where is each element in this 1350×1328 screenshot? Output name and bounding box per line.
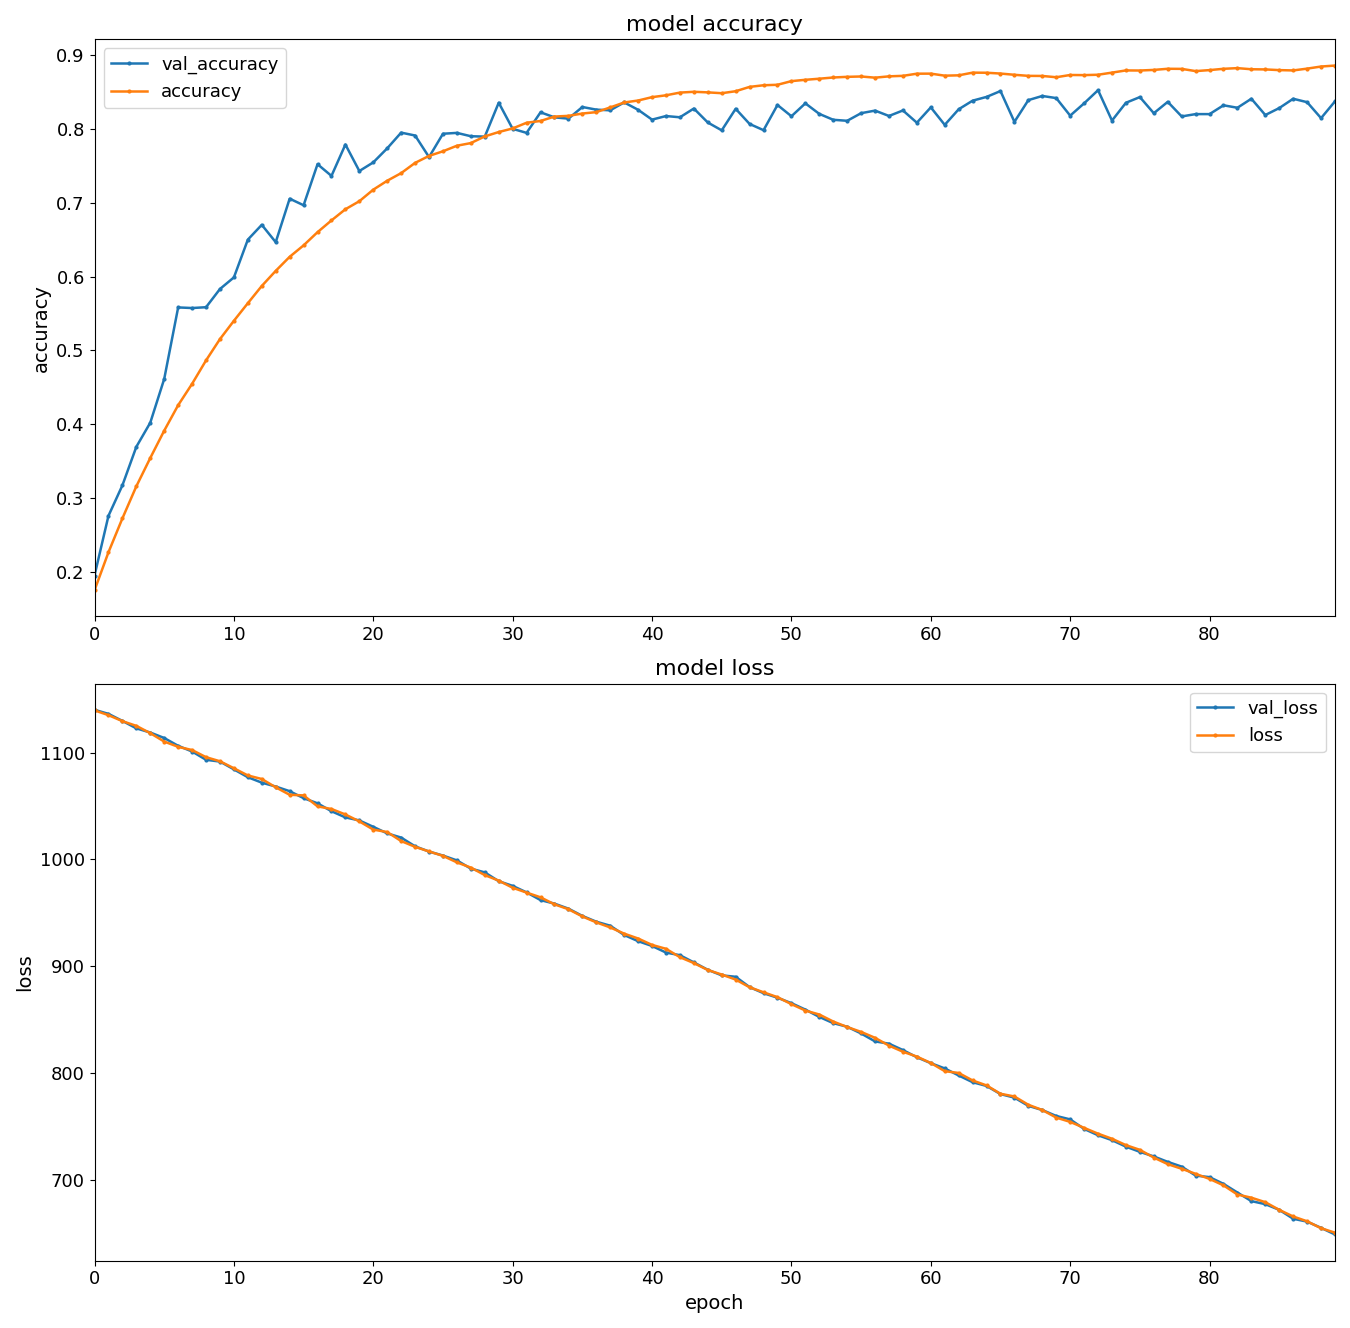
Y-axis label: loss: loss [15, 954, 34, 991]
loss [950, 1065, 967, 1081]
val_accuracy [86, 567, 103, 583]
val_accuracy [1089, 82, 1106, 98]
val_accuracy [1160, 94, 1176, 110]
val_loss [463, 861, 479, 876]
val_accuracy [1285, 90, 1301, 106]
accuracy [86, 582, 103, 598]
loss [1118, 1137, 1134, 1153]
val_loss [86, 701, 103, 717]
Line: loss: loss [92, 708, 1338, 1235]
val_accuracy [1131, 89, 1148, 105]
loss [1146, 1150, 1162, 1166]
Line: val_loss: val_loss [92, 706, 1338, 1238]
loss [1272, 1202, 1288, 1218]
loss [86, 703, 103, 718]
val_loss [1118, 1138, 1134, 1154]
accuracy [1146, 62, 1162, 78]
val_loss [1146, 1149, 1162, 1165]
Line: accuracy: accuracy [92, 62, 1338, 594]
Legend: val_loss, loss: val_loss, loss [1191, 693, 1326, 753]
val_loss [1272, 1202, 1288, 1218]
accuracy [1272, 62, 1288, 78]
val_accuracy [463, 129, 479, 145]
loss [463, 859, 479, 875]
accuracy [950, 68, 967, 84]
val_accuracy [1327, 93, 1343, 109]
accuracy [254, 278, 270, 293]
loss [1327, 1224, 1343, 1240]
val_accuracy [254, 216, 270, 232]
Legend: val_accuracy, accuracy: val_accuracy, accuracy [104, 48, 286, 108]
val_loss [1327, 1227, 1343, 1243]
accuracy [463, 135, 479, 151]
val_loss [950, 1068, 967, 1084]
Line: val_accuracy: val_accuracy [92, 88, 1338, 578]
X-axis label: epoch: epoch [684, 1293, 744, 1313]
Title: model loss: model loss [655, 659, 775, 679]
accuracy [1118, 62, 1134, 78]
val_accuracy [950, 101, 967, 117]
Y-axis label: accuracy: accuracy [32, 284, 51, 372]
val_loss [254, 774, 270, 790]
Title: model accuracy: model accuracy [626, 15, 803, 35]
loss [254, 772, 270, 788]
accuracy [1327, 57, 1343, 73]
